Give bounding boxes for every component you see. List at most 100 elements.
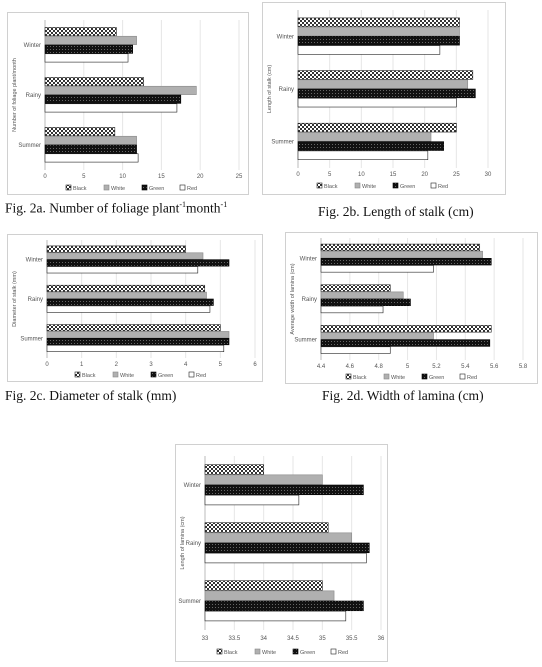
x-tick-label: 30 <box>485 172 492 178</box>
x-tick-label: 0 <box>43 174 47 180</box>
bar-green-summer <box>44 144 137 154</box>
bar-green-rainy <box>204 542 370 554</box>
bar-black-summer <box>320 325 492 333</box>
bar-green-summer <box>204 600 364 612</box>
category-label: Winter <box>277 34 294 40</box>
chart-svg-2b: 0 5 10 15 20 25 30 Winter Rainy Summer Length of s… <box>262 2 506 195</box>
x-tick-label: 5 <box>328 172 332 178</box>
x-tick-label: 10 <box>358 172 365 178</box>
bar-white-summer <box>46 331 230 339</box>
bar-red-summer <box>204 610 347 622</box>
bar-red-rainy <box>46 305 211 313</box>
legend-label: Red <box>338 650 348 656</box>
caption-2d: Fig. 2d. Width of lamina (cm) <box>322 388 484 403</box>
category-label: Rainy <box>26 93 41 99</box>
legend-label: Green <box>400 184 415 190</box>
bar-black-winter <box>297 17 460 28</box>
x-tick-label: 34.5 <box>287 636 299 642</box>
bar-black-rainy <box>46 284 206 293</box>
legend-swatch <box>112 371 119 378</box>
y-axis-label: Length of lamina (cm) <box>180 516 186 569</box>
legend-label: White <box>120 373 134 379</box>
bar-green-winter <box>204 484 364 496</box>
legend-swatch <box>383 373 390 380</box>
category-label: Rainy <box>28 297 43 303</box>
bar-black-summer <box>44 127 116 137</box>
legend-label: Red <box>438 184 448 190</box>
bar-red-winter <box>44 53 129 63</box>
legend-label: White <box>111 186 125 192</box>
bar-white-winter <box>46 252 204 260</box>
x-tick-label: 4.8 <box>375 364 384 370</box>
x-tick-label: 25 <box>453 172 460 178</box>
chart-svg-2d: 4.4 4.6 4.8 5 5.2 5.4 5.6 5.8 Winter Rainy Summer A… <box>285 232 538 384</box>
bar-green-summer <box>46 338 230 346</box>
x-tick-label: 4.6 <box>346 364 355 370</box>
y-axis-label: Number of foliage plant/month <box>12 58 18 132</box>
bar-black-rainy <box>297 70 474 80</box>
category-label: Summer <box>178 599 201 605</box>
x-tick-label: 15 <box>390 172 397 178</box>
bar-green-winter <box>46 259 230 267</box>
x-tick-label: 5 <box>82 174 86 180</box>
legend-swatch <box>292 648 299 655</box>
x-tick-label: 20 <box>421 172 428 178</box>
x-tick-label: 5.2 <box>432 364 441 370</box>
legend-swatch <box>421 373 428 380</box>
legend-swatch <box>141 184 148 191</box>
x-tick-label: 1 <box>80 362 84 368</box>
chart-panel-2d: 4.4 4.6 4.8 5 5.2 5.4 5.6 5.8 Winter Rainy Summer A… <box>285 232 538 384</box>
category-label: Summer <box>20 336 43 342</box>
bar-red-winter <box>46 266 199 274</box>
bar-green-rainy <box>44 94 182 104</box>
chart-svg-2e: 33 33.5 34 34.5 35 35.5 36 Winter Rainy Summer Len… <box>175 444 388 662</box>
legend-swatch <box>150 371 157 378</box>
x-tick-label: 5.8 <box>519 364 528 370</box>
y-axis-label: Length of stalk (cm) <box>267 65 273 113</box>
bar-green-winter <box>320 258 492 266</box>
legend-label: White <box>391 375 405 381</box>
bar-red-summer <box>46 344 225 353</box>
bar-red-rainy <box>44 103 178 113</box>
legend-label: Red <box>467 375 477 381</box>
bar-green-winter <box>44 44 133 54</box>
x-tick-label: 5.4 <box>461 364 470 370</box>
x-tick-label: 25 <box>236 174 243 180</box>
bar-green-summer <box>297 141 444 151</box>
legend-label: Black <box>324 184 338 190</box>
bar-green-rainy <box>46 298 214 306</box>
bar-white-rainy <box>297 79 469 89</box>
bar-red-rainy <box>297 97 457 108</box>
x-tick-label: 33.5 <box>228 636 240 642</box>
bar-white-summer <box>204 590 335 601</box>
legend-swatch <box>103 184 110 191</box>
legend-label: Red <box>196 373 206 379</box>
y-axis-label: Diameter of stalk (mm) <box>12 271 18 327</box>
category-label: Summer <box>18 143 41 149</box>
bar-white-winter <box>320 250 483 259</box>
bar-red-winter <box>297 45 441 55</box>
category-label: Rainy <box>279 87 294 93</box>
bar-white-summer <box>297 132 432 142</box>
bar-green-rainy <box>297 88 476 99</box>
legend-label: Green <box>300 650 315 656</box>
x-tick-label: 4.4 <box>317 364 326 370</box>
legend-swatch <box>430 182 437 189</box>
legend-label: White <box>262 650 276 656</box>
bar-black-rainy <box>44 77 144 87</box>
bar-white-winter <box>297 26 460 37</box>
legend-label: Black <box>82 373 96 379</box>
legend-label: Green <box>158 373 173 379</box>
x-tick-label: 10 <box>119 174 126 180</box>
bar-black-winter <box>44 27 117 37</box>
category-label: Winter <box>24 43 41 49</box>
x-tick-label: 6 <box>253 362 257 368</box>
chart-svg-2c: 0 1 2 3 4 5 6 Winter Rainy Summer Diameter of stal… <box>7 234 263 382</box>
legend-swatch <box>330 648 337 655</box>
bar-red-summer <box>297 150 429 160</box>
bar-black-winter <box>204 464 264 475</box>
legend-swatch <box>459 373 466 380</box>
caption-2b: Fig. 2b. Length of stalk (cm) <box>318 204 474 219</box>
bar-black-summer <box>46 324 221 332</box>
x-tick-label: 35 <box>319 636 326 642</box>
